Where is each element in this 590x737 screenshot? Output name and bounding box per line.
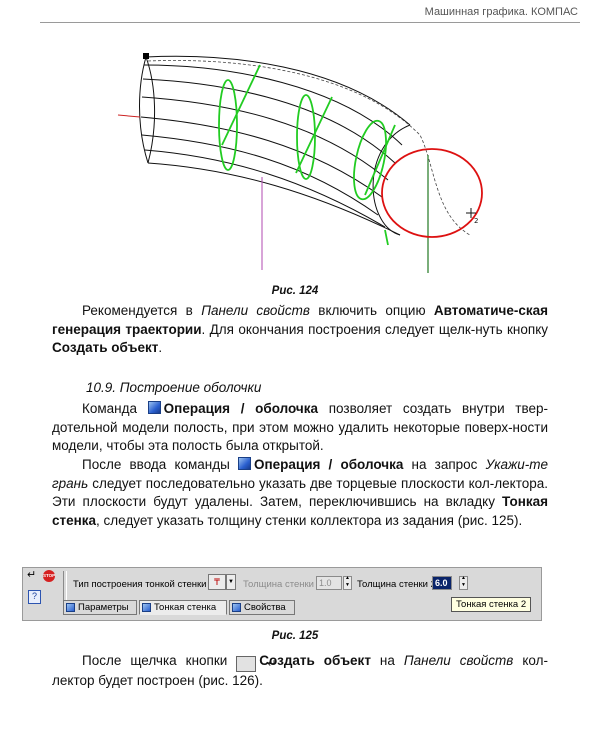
text-run: . <box>158 340 163 355</box>
shell-operation-icon <box>238 457 251 470</box>
stop-icon[interactable]: STOP <box>43 570 55 582</box>
create-object-button-icon: ↵ <box>236 656 277 672</box>
text-run-bold: Создать объект <box>259 653 371 668</box>
text-run: на запрос <box>403 457 486 472</box>
tab-thin-wall[interactable]: Тонкая стенка <box>139 600 227 615</box>
text-run: на <box>370 653 404 668</box>
thickness1-label: Толщина стенки 1 <box>243 579 322 590</box>
text-run: , следует указать толщину стенки коллект… <box>96 512 523 528</box>
wire-curve <box>147 162 401 236</box>
thickness2-field[interactable]: 6.0 <box>432 576 452 590</box>
figure-124-caption: Рис. 124 <box>271 285 319 297</box>
text-run-bold: Автоматиче-ская генерация траектории <box>52 303 548 337</box>
text-run: Команда <box>82 401 148 416</box>
silhouette-dashed <box>147 60 471 236</box>
properties-panel: ↵ STOP ? Тип построения тонкой стенки ₸ … <box>22 567 542 621</box>
tab-label: Параметры <box>78 602 129 613</box>
thickness1-spinner[interactable] <box>343 575 352 590</box>
panel-separator <box>63 571 67 601</box>
paragraph-create-object: После щелчка кнопки ↵Создать объект на П… <box>52 652 548 691</box>
text-run-bold: Операция / оболочка <box>254 457 404 472</box>
paragraph-shell-command: Команда Операция / оболочка позволяет со… <box>52 400 548 456</box>
running-head: Машинная графика. КОМПАС <box>424 6 578 18</box>
text-run-bold: Создать объект <box>52 340 159 355</box>
wire-curve <box>142 78 396 164</box>
axis-red <box>117 114 141 118</box>
create-object-icon[interactable]: ↵ <box>27 569 37 581</box>
wire-curve <box>144 149 386 228</box>
green-section <box>295 96 333 174</box>
wire-curve <box>145 56 156 164</box>
red-section-circle <box>381 148 483 238</box>
tab-label: Свойства <box>244 602 286 613</box>
paragraph-after-command: После ввода команды Операция / оболочка … <box>52 456 548 530</box>
tab-icon <box>66 603 75 612</box>
text-run: следует последовательно указать две торц… <box>52 475 548 510</box>
chevron-down-icon[interactable]: ▼ <box>226 574 236 590</box>
thickness1-field[interactable]: 1.0 <box>316 576 342 590</box>
shell-operation-icon <box>147 401 161 414</box>
tab-icon <box>142 603 151 612</box>
wire-curve <box>372 124 411 236</box>
paragraph-recommendation: Рекомендуется в Панели свойств включить … <box>52 302 548 358</box>
green-section <box>218 79 238 171</box>
figure-124-drawing: 2 <box>117 53 483 273</box>
text-run: Рекомендуется в <box>82 303 202 318</box>
text-run-italic: Укажи-те грань <box>52 457 548 491</box>
help-icon[interactable]: ? <box>28 590 41 604</box>
thickness2-label: Толщина стенки 2 <box>357 579 436 590</box>
green-section <box>353 119 387 201</box>
text-run-italic: Панели свойств <box>201 303 310 318</box>
start-point-marker <box>143 53 149 59</box>
text-run: кол-лектор будет построен (рис. 126). <box>52 653 548 688</box>
text-run-bold: Тонкая стенка <box>52 494 548 528</box>
text-run-italic: Панели свойств <box>403 653 514 668</box>
figure-125-caption: Рис. 125 <box>271 630 319 642</box>
text-run: После ввода команды <box>82 457 238 472</box>
wire-curve <box>139 56 149 164</box>
text-run-bold: Операция / оболочка <box>163 401 319 416</box>
wire-curve <box>141 96 389 181</box>
green-section <box>384 229 389 246</box>
tab-parameters[interactable]: Параметры <box>63 600 137 615</box>
section-heading: 10.9. Построение оболочки <box>86 380 262 395</box>
thickness2-spinner[interactable] <box>459 575 468 590</box>
green-section <box>296 94 316 180</box>
tab-label: Тонкая стенка <box>154 602 217 613</box>
tab-properties[interactable]: Свойства <box>229 600 295 615</box>
wire-curve <box>145 55 411 126</box>
text-run: После щелчка кнопки <box>82 653 237 668</box>
wall-type-label: Тип построения тонкой стенки <box>73 579 207 590</box>
cursor-icon: 2 <box>466 208 478 225</box>
thickness2-tooltip: Тонкая стенка 2 <box>451 597 532 612</box>
wire-curve <box>141 134 379 216</box>
text-run: включить опцию <box>309 303 434 318</box>
text-run: позволяет создать внутри твер-дотельной … <box>52 401 548 453</box>
green-section <box>364 124 396 196</box>
wire-curve <box>143 64 403 146</box>
tab-icon <box>232 603 241 612</box>
svg-text:2: 2 <box>474 217 478 225</box>
wall-type-button[interactable]: ₸ <box>208 574 226 590</box>
text-run: . Для окончания построения следует щелк-… <box>201 321 548 337</box>
header-rule <box>40 22 580 23</box>
green-section <box>221 64 261 146</box>
